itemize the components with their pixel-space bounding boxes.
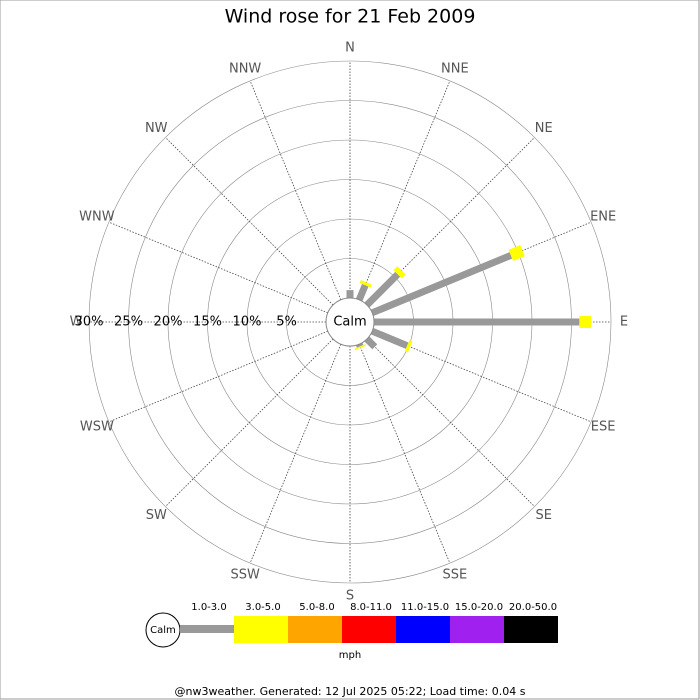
bar-segment [393,266,406,279]
direction-label: SSW [230,568,260,583]
chart-title: Wind rose for 21 Feb 2009 [225,6,476,28]
direction-label: SE [536,508,552,523]
legend-label: 3.0-5.0 [245,602,280,613]
bar-segment [364,336,378,350]
spoke [249,80,342,300]
direction-label: NNW [229,61,261,76]
direction-label: W [70,315,83,330]
bar-segment [508,244,525,261]
spoke [108,221,328,314]
legend-swatch [450,616,504,643]
legend-label: 20.0-50.0 [509,602,557,613]
direction-label: WSW [80,419,114,434]
radial-tick-label: 30% [75,315,104,330]
legend-swatch [504,616,558,643]
legend-swatch [342,616,396,643]
radial-tick-label: 25% [114,315,143,330]
bar-segment [359,280,372,288]
bar-segment [370,327,409,349]
direction-label: NW [145,121,168,136]
direction-label: WNW [79,210,115,225]
direction-label: ESE [591,419,616,434]
legend-swatch [234,616,288,643]
direction-label: N [345,41,355,56]
footer: @nw3weather. Generated: 12 Jul 2025 05:2… [175,685,526,698]
radial-tick-label: 10% [233,315,262,330]
legend-calm-label: Calm [150,625,176,636]
legend-swatch [180,625,234,633]
legend-label: 8.0-11.0 [350,602,392,613]
calm-circle [325,297,375,347]
radial-tick-label: 20% [154,315,183,330]
spoke [108,330,328,423]
legend-label: 1.0-3.0 [191,602,226,613]
bar-segment [355,283,369,302]
bar-segment [370,252,513,317]
spoke [358,80,451,300]
bar-segment [354,344,367,351]
legend-label: 15.0-20.0 [455,602,503,613]
bar-segment [404,340,413,353]
direction-label: S [346,589,354,604]
direction-label: NNE [441,61,469,76]
direction-label: SSE [442,568,467,583]
legend-label: 11.0-15.0 [401,602,449,613]
direction-label: SW [146,508,167,523]
direction-label: E [620,315,628,330]
direction-label: NE [535,121,553,136]
direction-label: ENE [590,210,616,225]
legend-units: mph [339,650,361,661]
radial-tick-label: 5% [276,315,297,330]
spoke [249,344,342,564]
spoke [366,338,535,507]
spoke [165,338,334,507]
legend-label: 5.0-8.0 [299,602,334,613]
calm-label: Calm [333,315,366,330]
spoke [358,344,451,564]
legend-swatch [288,616,342,643]
legend-swatch [396,616,450,643]
radial-tick-label: 15% [193,315,222,330]
grid-ring [88,60,612,584]
bar-segment [364,271,401,308]
spoke [165,137,334,306]
